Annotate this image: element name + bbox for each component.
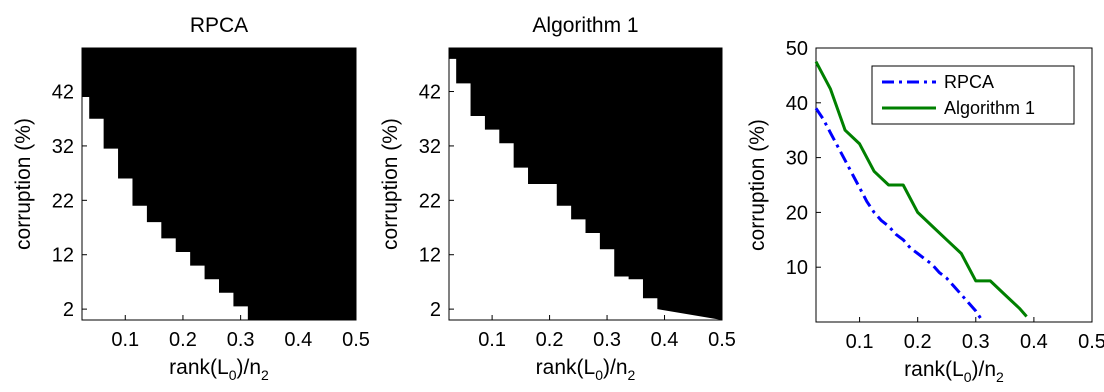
x-tick-label: 0.1: [846, 331, 874, 353]
x-tick-label: 0.2: [536, 329, 564, 351]
y-tick-label: 20: [786, 202, 808, 224]
failure-region: [449, 48, 722, 320]
plot-frame: [448, 47, 723, 321]
x-axis-label-part: 2: [996, 369, 1004, 385]
x-axis-label-part: )/n: [972, 358, 997, 381]
y-tick-label: 22: [419, 190, 441, 212]
plot-frame: [81, 47, 357, 321]
x-axis-label-part: )/n: [603, 356, 628, 379]
x-tick-label: 0.2: [904, 331, 932, 353]
x-tick-label: 0.3: [593, 329, 621, 351]
x-tick-label: 0.3: [962, 331, 990, 353]
y-tick-label: 10: [786, 257, 808, 279]
legend: RPCA Algorithm 1: [871, 65, 1075, 125]
x-axis-label-part: 2: [628, 367, 636, 383]
x-axis-label: rank(L0)/n2: [169, 356, 269, 383]
y-tick-label: 2: [430, 299, 441, 321]
x-axis-label-part: rank(L: [169, 356, 229, 379]
y-tick-label: 2: [63, 299, 74, 321]
x-axis-label-part: 0: [595, 367, 603, 383]
chart-panel-2: 0.1 0.2 0.3 0.4 0.5 2 12 22 32 42 Algorithm 1 rank(…: [379, 14, 736, 383]
x-axis-label-part: rank(L: [904, 358, 964, 381]
x-tick-label: 0.5: [342, 329, 370, 351]
y-tick-label: 42: [52, 82, 74, 104]
y-tick-label: 12: [52, 245, 74, 267]
x-axis-label-part: 2: [261, 367, 269, 383]
y-tick-label: 12: [419, 245, 441, 267]
x-tick-label: 0.4: [651, 329, 679, 351]
y-tick-label: 42: [419, 82, 441, 104]
x-axis-label-part: )/n: [237, 356, 262, 379]
y-axis-label: corruption (%): [379, 118, 402, 250]
y-tick-label: 50: [786, 38, 808, 60]
x-tick-label: 0.5: [1078, 331, 1104, 353]
y-axis-label: corruption (%): [12, 118, 35, 250]
failure-region: [82, 48, 356, 320]
legend-label-1: RPCA: [944, 72, 994, 92]
y-tick-label: 32: [52, 136, 74, 158]
y-tick-label: 32: [419, 136, 441, 158]
x-axis-label-part: 0: [229, 367, 237, 383]
x-axis-label-part: rank(L: [536, 356, 596, 379]
x-axis-label: rank(L0)/n2: [904, 358, 1004, 385]
x-axis-label: rank(L0)/n2: [536, 356, 636, 383]
chart-title: Algorithm 1: [532, 14, 638, 37]
axes: 0.1 0.2 0.3 0.4 0.5 2 12 22 32 42: [52, 47, 370, 351]
y-tick-label: 30: [786, 148, 808, 170]
x-tick-label: 0.4: [284, 329, 312, 351]
x-axis-label-part: 0: [964, 369, 972, 385]
axes: 0.1 0.2 0.3 0.4 0.5 2 12 22 32 42: [419, 47, 736, 351]
series-line-2: [814, 60, 1028, 318]
x-tick-label: 0.5: [708, 329, 736, 351]
y-tick-label: 40: [786, 93, 808, 115]
axes: 0.1 0.2 0.3 0.4 0.5 10 20 30 40 50: [786, 38, 1104, 353]
x-tick-label: 0.1: [111, 329, 139, 351]
x-tick-label: 0.3: [227, 329, 255, 351]
x-tick-label: 0.4: [1020, 331, 1048, 353]
x-tick-label: 0.2: [169, 329, 197, 351]
y-tick-label: 22: [52, 190, 74, 212]
chart-panel-1: 0.1 0.2 0.3 0.4 0.5212223242RPCArank(L0)/n2c…: [12, 14, 370, 383]
legend-label-2: Algorithm 1: [944, 98, 1035, 118]
series-line-1: [814, 107, 985, 323]
y-axis-label: corruption (%): [746, 119, 769, 251]
chart-title: RPCA: [190, 14, 248, 37]
x-tick-label: 0.1: [478, 329, 506, 351]
legend-box: [871, 65, 1075, 125]
